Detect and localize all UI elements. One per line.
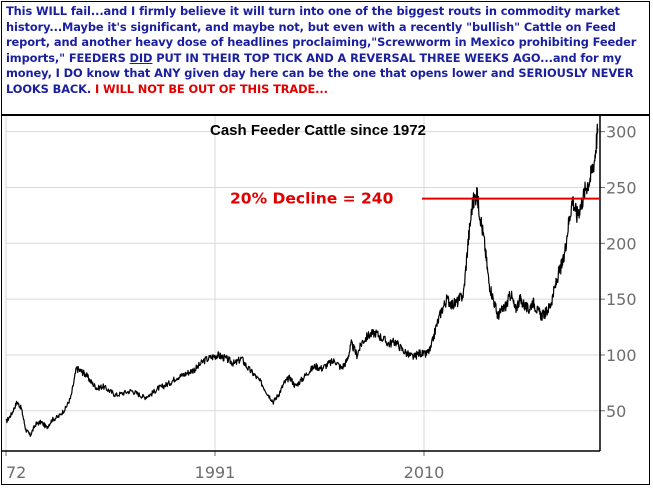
decline-annotation-label: 20% Decline = 240 <box>230 190 394 208</box>
gridlines <box>5 116 600 451</box>
x-tick-label: 72 <box>6 463 26 482</box>
header-divider <box>1 114 650 116</box>
chart-axes <box>2 116 605 456</box>
price-line <box>5 123 599 437</box>
tick-labels: 50 100 150 200 250 300 72 1991 2010 <box>6 123 637 482</box>
y-tick-label: 150 <box>606 290 637 309</box>
annotation-layer: 20% Decline = 240 <box>230 190 600 208</box>
commentary-underlined: DID <box>129 50 153 65</box>
y-tick-label: 200 <box>606 234 637 253</box>
price-chart: 20% Decline = 240 50 100 150 200 250 300 72 199… <box>2 116 637 482</box>
y-tick-label: 300 <box>606 123 637 142</box>
x-tick-label: 1991 <box>195 463 236 482</box>
chart-panel: 20% Decline = 240 50 100 150 200 250 300 72 199… <box>2 116 649 485</box>
commentary-part-2: PUT IN THEIR TOP TICK AND A REVERSAL THR… <box>6 50 634 96</box>
commentary-red-callout: I WILL NOT BE OUT OF THIS TRADE... <box>95 81 328 96</box>
y-tick-label: 100 <box>606 346 637 365</box>
y-tick-label: 250 <box>606 178 637 197</box>
commentary-text: This WILL fail...and I firmly believe it… <box>6 4 646 98</box>
commentary-part-1: This WILL fail...and I firmly believe it… <box>6 4 637 65</box>
chart-title: Cash Feeder Cattle since 1972 <box>210 122 426 139</box>
price-series <box>5 123 599 437</box>
x-tick-label: 2010 <box>404 463 445 482</box>
y-tick-label: 50 <box>606 402 626 421</box>
